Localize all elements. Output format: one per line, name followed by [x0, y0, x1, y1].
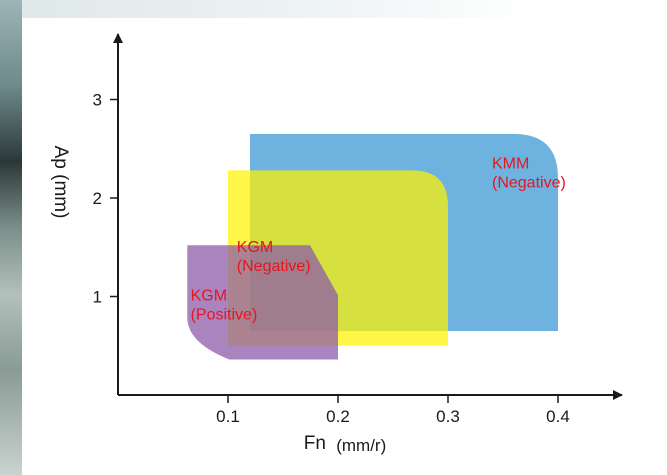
x-tick-label: 0.2 [326, 407, 350, 426]
y-tick-label: 1 [93, 288, 102, 307]
axes-layer [113, 33, 623, 400]
y-axis-title: Ap (mm) [50, 146, 71, 219]
background-top-fade [22, 0, 667, 18]
region-kgm-positive [187, 245, 338, 360]
region-labels-layer: KMM (Negative) KGM (Negative) KGM (Positive) [191, 155, 566, 323]
x-tick-label: 0.3 [436, 407, 460, 426]
background-photo-strip [0, 0, 22, 475]
region-label: KMM (Negative) [492, 155, 566, 191]
y-tick-label: 3 [93, 91, 102, 110]
region-label: KGM (Negative) [237, 239, 311, 275]
ticks-layer: 0.1 0.2 0.3 0.4 1 2 3 [93, 91, 570, 427]
x-axis-title: Fn (mm/r) [304, 433, 387, 455]
y-tick-label: 2 [93, 189, 102, 208]
x-tick-label: 0.4 [546, 407, 570, 426]
x-axis-title-main: Fn [304, 433, 326, 454]
x-tick-label: 0.1 [216, 407, 240, 426]
regions-layer [187, 133, 558, 360]
region-label: KGM (Positive) [191, 287, 258, 323]
x-axis-title-unit: (mm/r) [336, 436, 386, 455]
